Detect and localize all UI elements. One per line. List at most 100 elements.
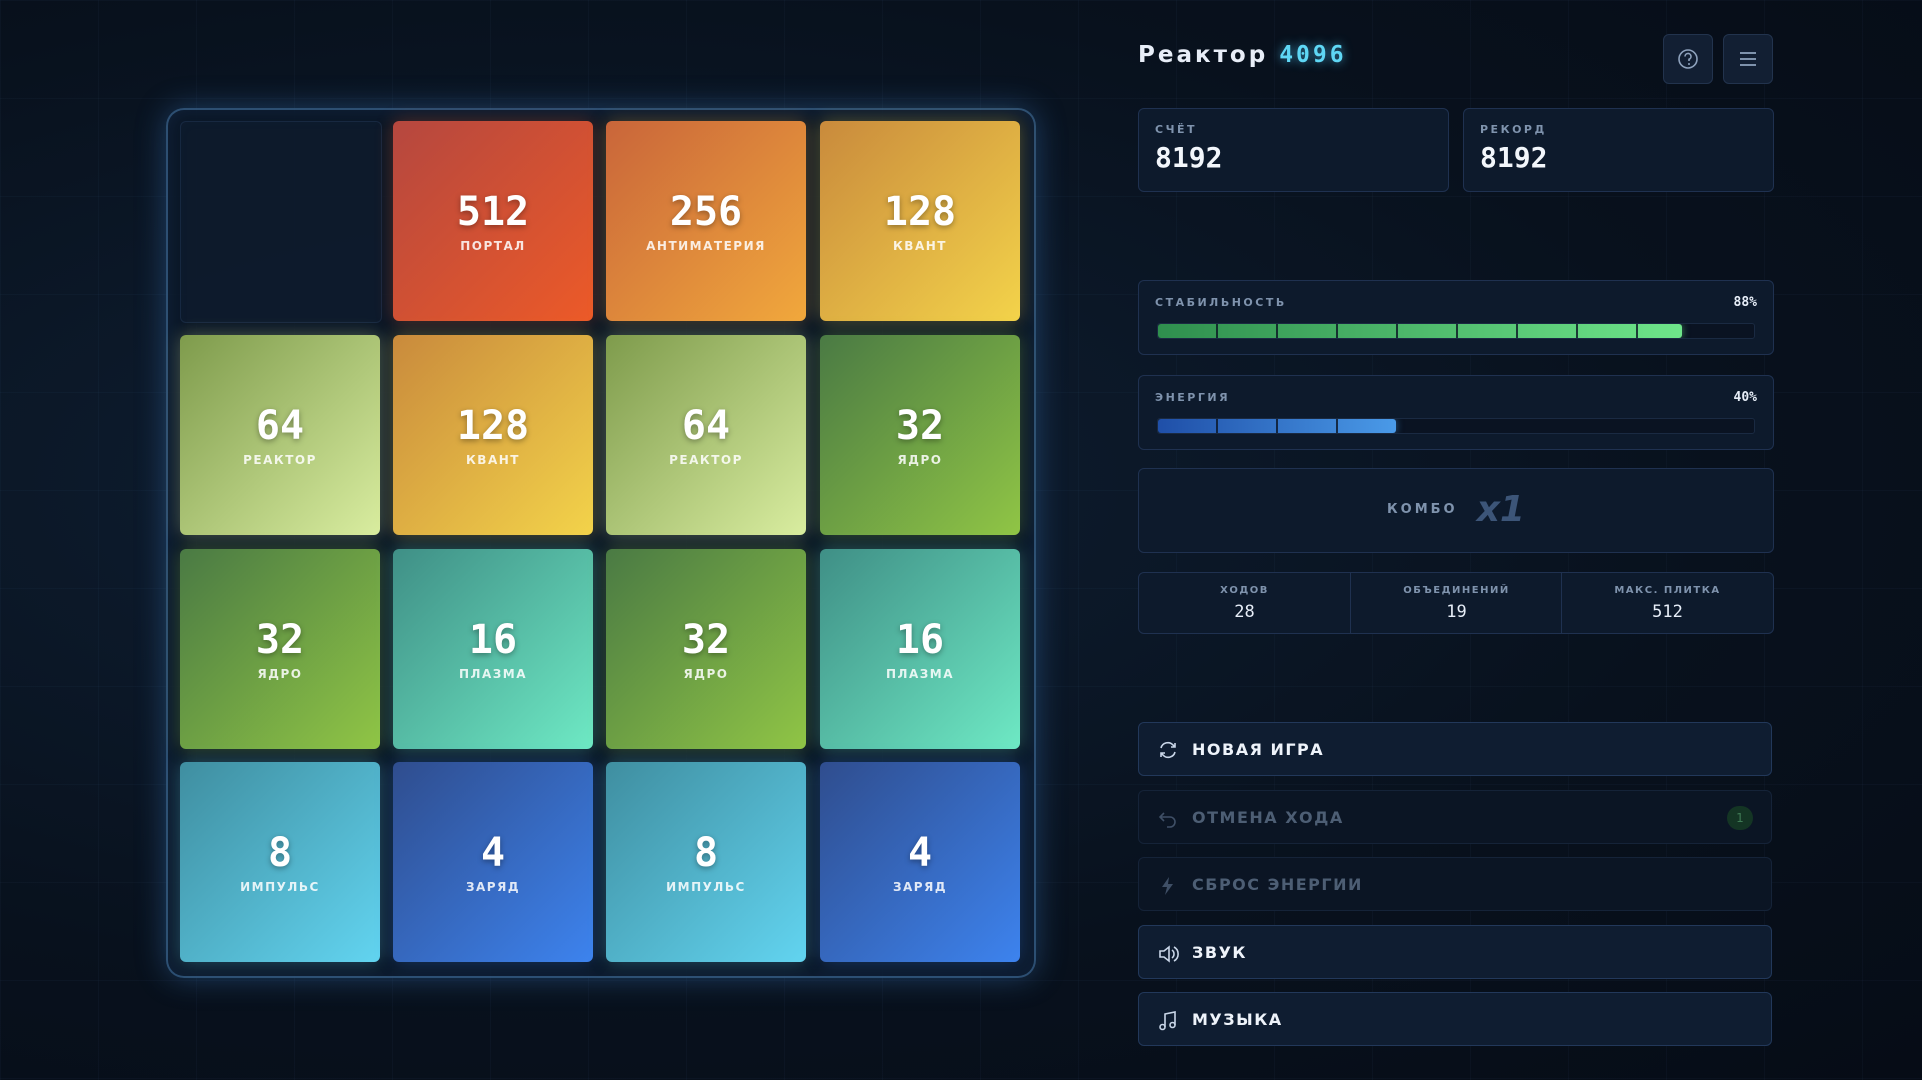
stat: ХОДОВ 28 — [1139, 573, 1350, 633]
combo-label: КОМБО — [1387, 502, 1458, 517]
tile-label: ЯДРО — [897, 453, 943, 467]
stat: МАКС. ПЛИТКА 512 — [1561, 573, 1773, 633]
stat: ОБЪЕДИНЕНИЙ 19 — [1350, 573, 1562, 633]
tile-label: ПОРТАЛ — [460, 239, 526, 253]
tile-label: ПЛАЗМА — [885, 667, 955, 681]
record-panel: РЕКОРД 8192 — [1463, 108, 1774, 192]
tile: 64 РЕАКТОР — [606, 335, 806, 535]
stat-value: 19 — [1446, 602, 1467, 622]
button-label: СБРОС ЭНЕРГИИ — [1192, 875, 1363, 894]
tile: 64 РЕАКТОР — [180, 335, 380, 535]
tile-value: 64 — [255, 403, 305, 449]
menu-icon — [1740, 52, 1756, 66]
game-board: 512 ПОРТАЛ 256 АНТИМАТЕРИЯ 128 КВАНТ 64 РЕАКТОР… — [166, 108, 1036, 978]
meter-value: 40% — [1733, 390, 1757, 405]
tile: 32 ЯДРО — [820, 335, 1020, 535]
tile-value: 512 — [456, 189, 530, 235]
tile-label: ЯДРО — [683, 667, 729, 681]
tile-value: 32 — [681, 617, 731, 663]
tile-label: ЯДРО — [257, 667, 303, 681]
tile: 128 КВАНТ — [820, 121, 1020, 321]
stat-label: МАКС. ПЛИТКА — [1614, 585, 1721, 596]
button-icon — [1160, 741, 1176, 759]
tile-label: ИМПУЛЬС — [666, 880, 746, 894]
tile-value: 256 — [669, 189, 743, 235]
button-label: ОТМЕНА ХОДА — [1192, 808, 1344, 827]
meter-track — [1157, 418, 1755, 434]
tile-value: 8 — [693, 830, 719, 876]
tile-label: ЗАРЯД — [892, 880, 948, 894]
action-button: СБРОС ЭНЕРГИИ — [1138, 857, 1772, 911]
meter-label: СТАБИЛЬНОСТЬ — [1155, 296, 1287, 309]
tile: 16 ПЛАЗМА — [820, 549, 1020, 749]
stat-value: 28 — [1234, 602, 1255, 622]
title-text: Реактор — [1138, 42, 1269, 68]
combo-row: КОМБО x1 — [1139, 489, 1773, 530]
tile: 256 АНТИМАТЕРИЯ — [606, 121, 806, 321]
button-label: НОВАЯ ИГРА — [1192, 740, 1325, 759]
button-label: МУЗЫКА — [1192, 1010, 1283, 1029]
action-button[interactable]: НОВАЯ ИГРА — [1138, 722, 1772, 776]
tile-value: 128 — [883, 189, 957, 235]
empty-cell — [180, 121, 382, 323]
tile-value: 32 — [255, 617, 305, 663]
tile-value: 4 — [907, 830, 933, 876]
record-label: РЕКОРД — [1480, 123, 1547, 136]
tile-label: КВАНТ — [893, 239, 947, 253]
button-icon — [1159, 945, 1179, 963]
tile-label: ПЛАЗМА — [458, 667, 528, 681]
button-label: ЗВУК — [1192, 943, 1247, 962]
score-panel: СЧЁТ 8192 — [1138, 108, 1449, 192]
meter-panel: СТАБИЛЬНОСТЬ 88% — [1138, 280, 1774, 355]
score-value: 8192 — [1155, 141, 1223, 174]
menu-button[interactable] — [1723, 34, 1773, 84]
tile-label: ЗАРЯД — [465, 880, 521, 894]
help-icon — [1678, 49, 1698, 69]
tile-label: ИМПУЛЬС — [240, 880, 320, 894]
button-icon — [1162, 877, 1173, 895]
stat-label: ОБЪЕДИНЕНИЙ — [1403, 585, 1510, 596]
meter-fill — [1158, 419, 1397, 433]
combo-value: x1 — [1476, 489, 1525, 530]
tile: 512 ПОРТАЛ — [393, 121, 593, 321]
tile: 8 ИМПУЛЬС — [180, 762, 380, 962]
tile-label: КВАНТ — [466, 453, 520, 467]
score-label: СЧЁТ — [1155, 123, 1197, 136]
tile-value: 8 — [267, 830, 293, 876]
tile-value: 32 — [895, 403, 945, 449]
tile: 4 ЗАРЯД — [393, 762, 593, 962]
action-button: ОТМЕНА ХОДА 1 — [1138, 790, 1772, 844]
meter-track — [1157, 323, 1755, 339]
tile-value: 16 — [468, 617, 518, 663]
button-icon — [1159, 1011, 1176, 1031]
stat-label: ХОДОВ — [1220, 585, 1269, 596]
tile-label: АНТИМАТЕРИЯ — [646, 239, 766, 253]
tile-value: 64 — [681, 403, 731, 449]
meter-label: ЭНЕРГИЯ — [1155, 391, 1231, 404]
tile: 16 ПЛАЗМА — [393, 549, 593, 749]
record-value: 8192 — [1480, 141, 1548, 174]
tile-value: 4 — [480, 830, 506, 876]
tile: 4 ЗАРЯД — [820, 762, 1020, 962]
combo-panel: КОМБО x1 — [1138, 468, 1774, 553]
tile-value: 16 — [895, 617, 945, 663]
game-title: Реактор 4096 — [1138, 42, 1347, 68]
tile: 32 ЯДРО — [606, 549, 806, 749]
tile: 32 ЯДРО — [180, 549, 380, 749]
tile: 8 ИМПУЛЬС — [606, 762, 806, 962]
help-button[interactable] — [1663, 34, 1713, 84]
tile-label: РЕАКТОР — [669, 453, 743, 467]
tile-value: 128 — [456, 403, 530, 449]
meter-panel: ЭНЕРГИЯ 40% — [1138, 375, 1774, 450]
action-button[interactable]: ЗВУК — [1138, 925, 1772, 979]
stats-panel: ХОДОВ 28 ОБЪЕДИНЕНИЙ 19 МАКС. ПЛИТКА 512 — [1138, 572, 1774, 634]
tile-label: РЕАКТОР — [243, 453, 317, 467]
meter-value: 88% — [1733, 295, 1757, 310]
meter-fill — [1158, 324, 1683, 338]
title-accent: 4096 — [1279, 42, 1347, 68]
button-badge: 1 — [1727, 806, 1753, 830]
action-button[interactable]: МУЗЫКА — [1138, 992, 1772, 1046]
button-icon — [1158, 812, 1176, 828]
